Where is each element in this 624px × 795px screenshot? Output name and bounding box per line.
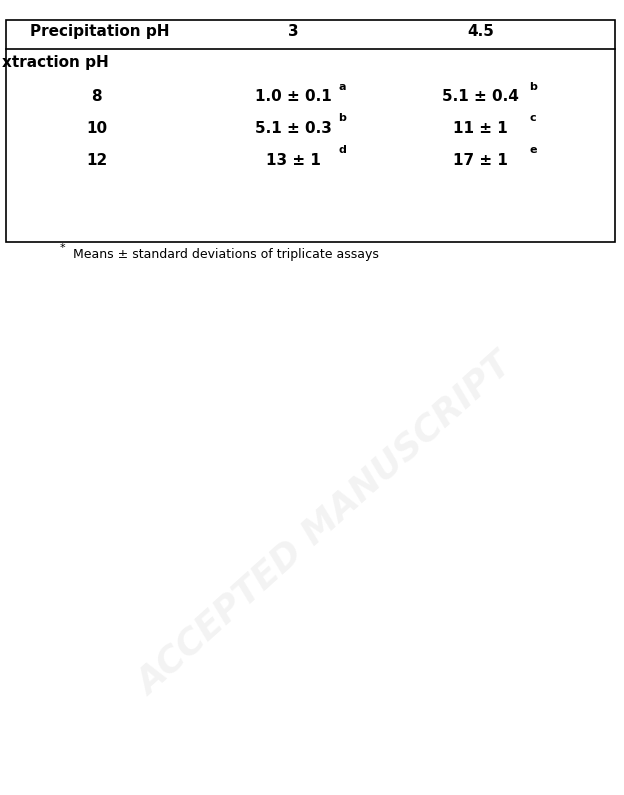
Text: xtraction pH: xtraction pH bbox=[2, 55, 109, 69]
Text: 5.1 ± 0.3: 5.1 ± 0.3 bbox=[255, 122, 332, 136]
Text: c: c bbox=[529, 114, 536, 123]
Text: b: b bbox=[338, 114, 346, 123]
Text: 10: 10 bbox=[86, 122, 107, 136]
Text: 13 ± 1: 13 ± 1 bbox=[266, 153, 321, 168]
Text: b: b bbox=[529, 82, 537, 91]
Text: 11 ± 1: 11 ± 1 bbox=[453, 122, 508, 136]
Text: 1.0 ± 0.1: 1.0 ± 0.1 bbox=[255, 90, 331, 104]
Text: ACCEPTED MANUSCRIPT: ACCEPTED MANUSCRIPT bbox=[130, 347, 519, 702]
Text: 3: 3 bbox=[288, 25, 299, 39]
Text: 5.1 ± 0.4: 5.1 ± 0.4 bbox=[442, 90, 519, 104]
Text: Precipitation pH: Precipitation pH bbox=[30, 25, 170, 39]
Text: 4.5: 4.5 bbox=[467, 25, 494, 39]
Text: a: a bbox=[338, 82, 346, 91]
Text: 8: 8 bbox=[91, 90, 102, 104]
Text: d: d bbox=[338, 145, 346, 155]
Text: e: e bbox=[529, 145, 537, 155]
Text: Means ± standard deviations of triplicate assays: Means ± standard deviations of triplicat… bbox=[73, 248, 379, 261]
Text: 17 ± 1: 17 ± 1 bbox=[453, 153, 508, 168]
Bar bbox=[6, 20, 615, 242]
Text: 12: 12 bbox=[86, 153, 107, 168]
Text: *: * bbox=[59, 243, 65, 253]
